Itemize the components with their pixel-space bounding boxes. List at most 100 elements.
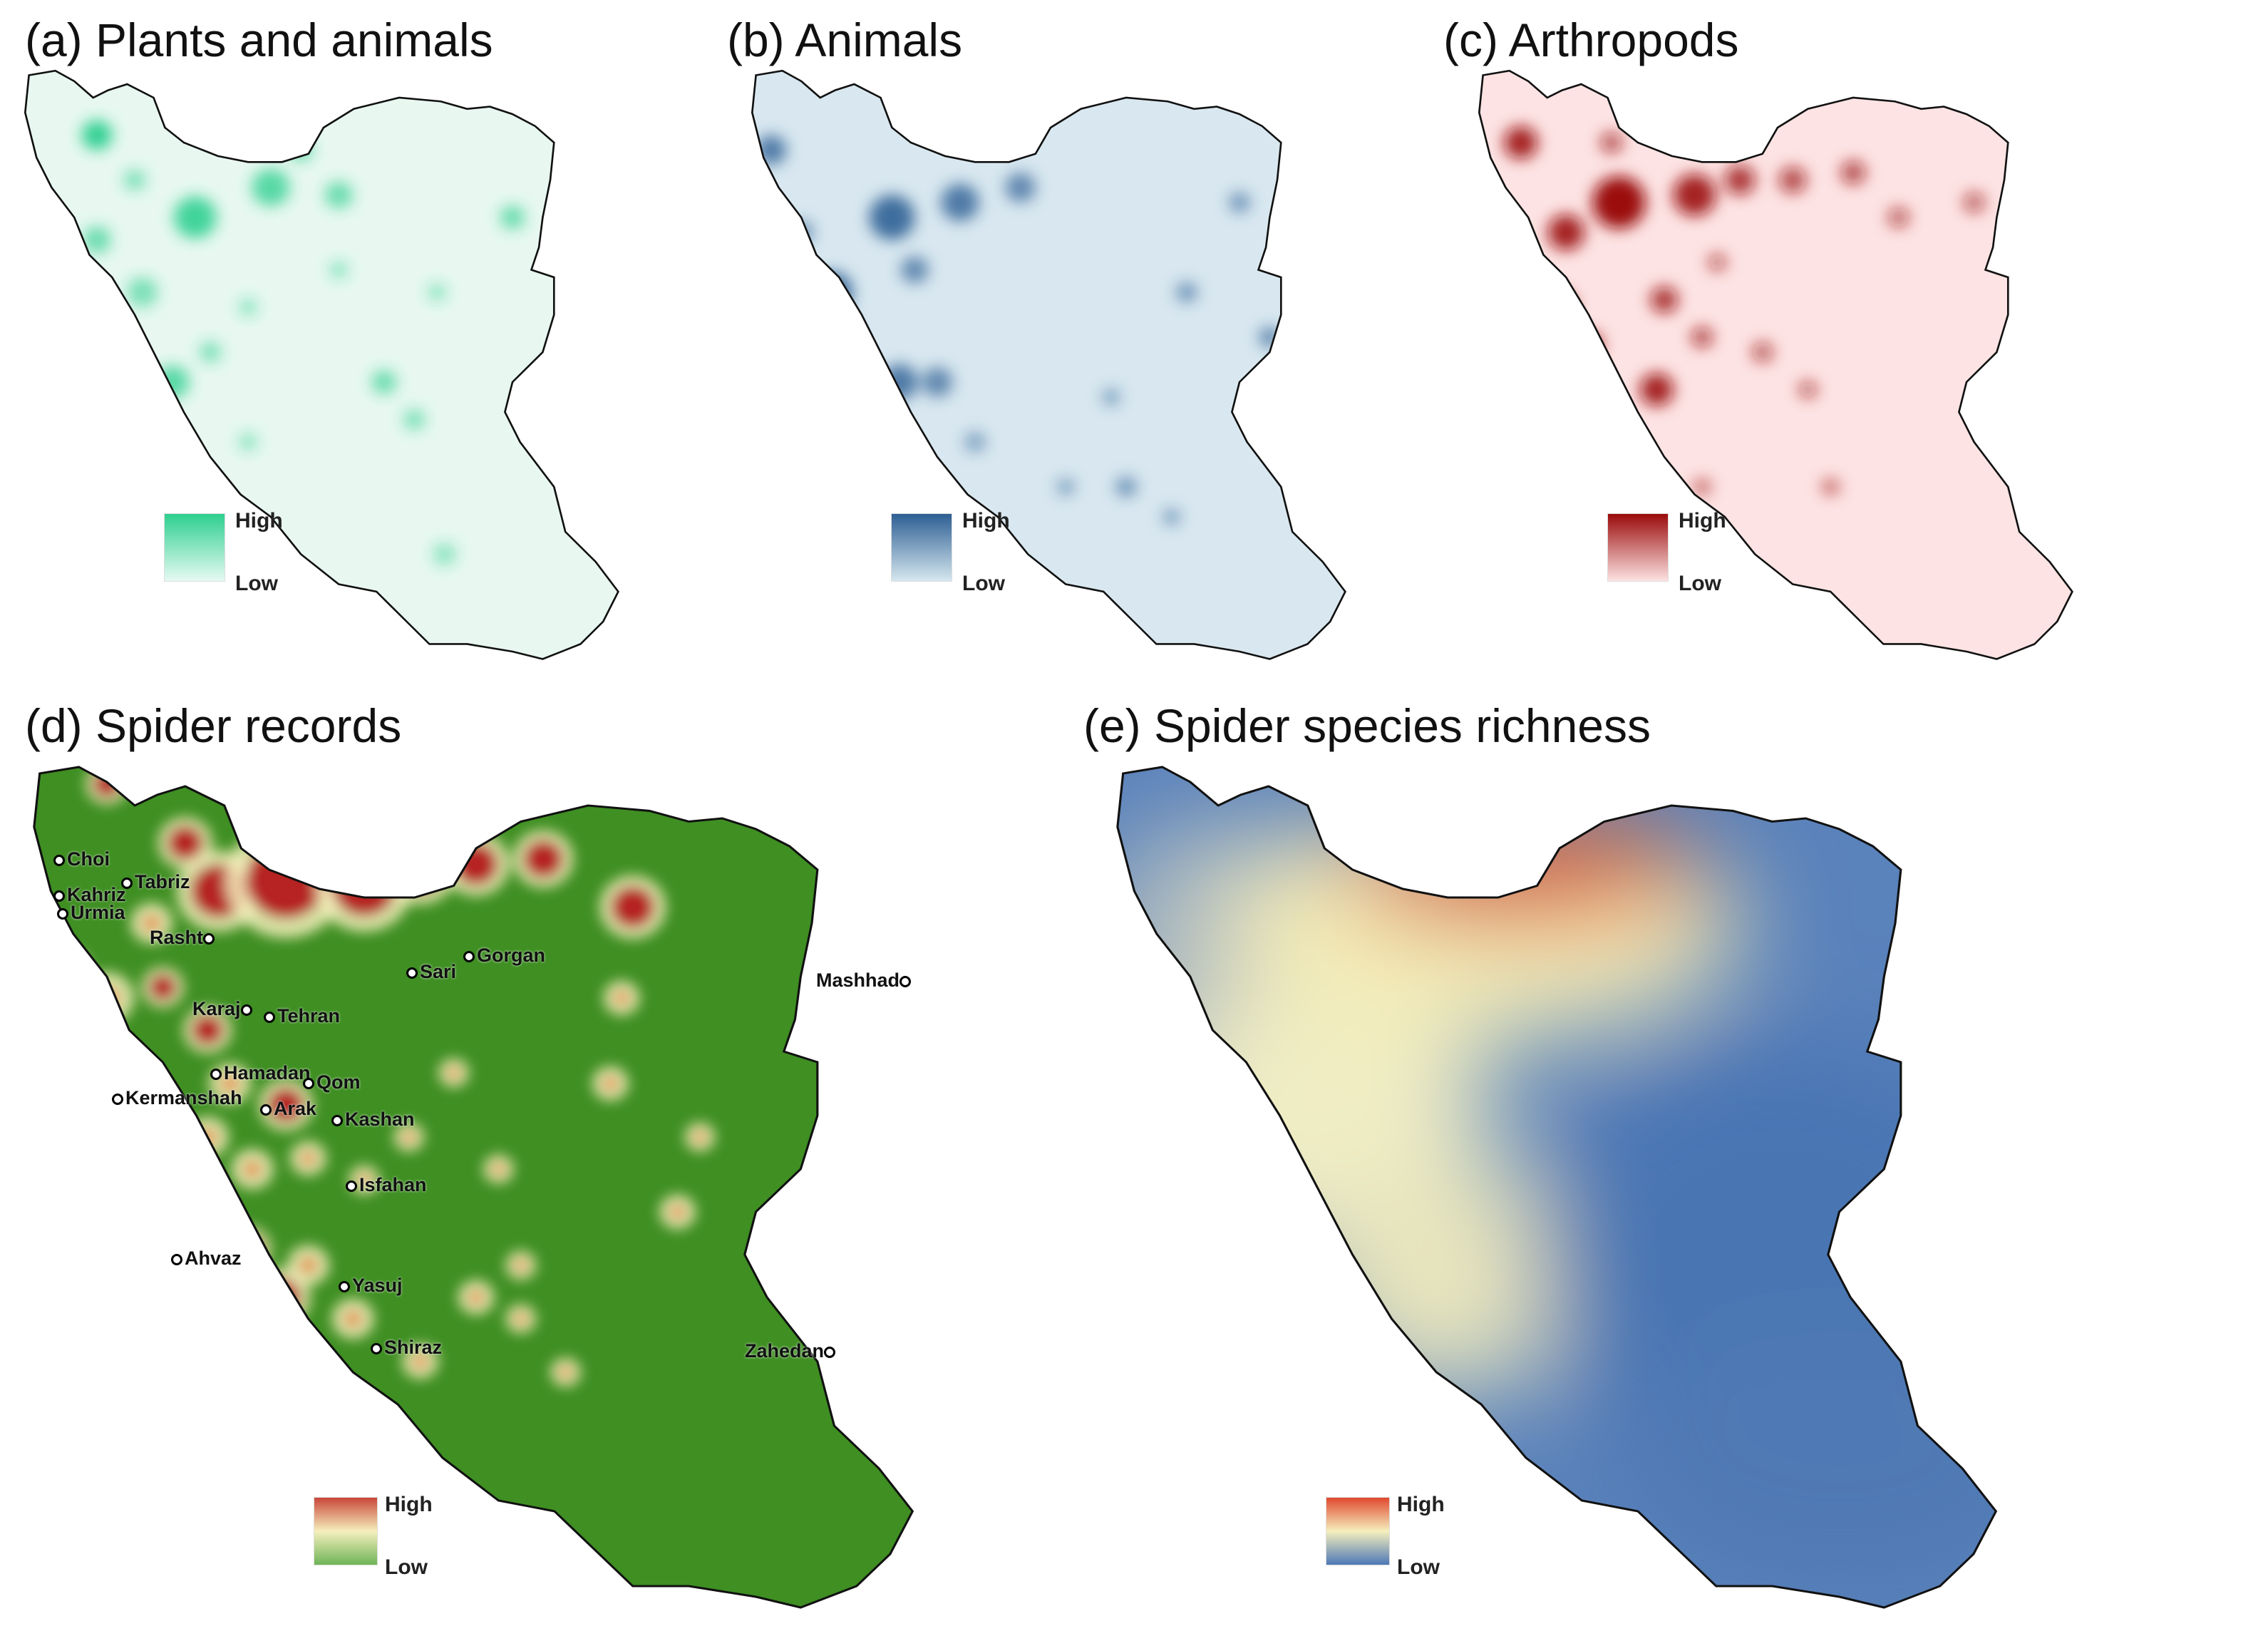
city-name: Mashhad — [816, 969, 900, 991]
panel-c-title: (c) Arthropods — [1443, 14, 1739, 66]
legend-d-gradient — [314, 1497, 378, 1565]
legend-c-gradient — [1607, 513, 1669, 582]
hotspot — [403, 408, 426, 431]
city-dot-icon — [371, 1342, 382, 1354]
hotspot-core — [613, 990, 630, 1006]
city-dot-icon — [171, 1253, 182, 1265]
hotspot — [1229, 192, 1250, 213]
hotspot-core — [220, 1074, 239, 1093]
city-name: Qom — [316, 1071, 361, 1093]
hotspot-core — [142, 914, 161, 932]
hotspot — [325, 181, 353, 209]
hotspot-core — [522, 840, 564, 878]
city-name: Arak — [274, 1098, 317, 1119]
hotspot — [239, 298, 257, 317]
city-label-qom: Qom — [303, 1071, 361, 1094]
city-label-karaj: Karaj — [192, 998, 254, 1020]
hotspot — [433, 542, 456, 566]
legend-d-high: High — [385, 1493, 433, 1516]
hotspot-core — [559, 1366, 573, 1379]
city-name: Sari — [420, 961, 457, 982]
city-name: Gorgan — [477, 945, 546, 966]
hotspot — [1751, 341, 1773, 363]
map-a — [24, 69, 619, 660]
panel-e-title: (e) Spider species richness — [1083, 699, 1651, 752]
hotspot-core — [412, 1354, 428, 1369]
hotspot-core — [242, 1160, 262, 1178]
hotspot — [1887, 207, 1909, 228]
country-outline — [24, 69, 619, 660]
city-name: Karaj — [192, 998, 241, 1019]
hotspot-core — [402, 1131, 416, 1143]
hotspot — [1102, 388, 1120, 406]
hotspot — [174, 196, 217, 239]
city-name: Shiraz — [384, 1337, 443, 1358]
panel-d-title: (d) Spider records — [25, 699, 402, 752]
hotspot — [1175, 282, 1197, 303]
map-d — [33, 766, 914, 1609]
city-name: Kahriz — [67, 884, 126, 905]
hotspot — [1693, 478, 1711, 496]
city-dot-icon — [57, 907, 68, 920]
hotspot-core — [468, 1290, 485, 1305]
city-name: Yasuj — [352, 1275, 403, 1296]
hotspot-core — [300, 1151, 316, 1166]
city-label-sari: Sari — [406, 961, 456, 983]
hotspot — [901, 256, 929, 284]
hotspot — [1504, 125, 1537, 160]
city-dot-icon — [112, 1093, 123, 1105]
panel-e: (e) Spider species richness High Low — [1083, 684, 2238, 1625]
hotspot — [200, 341, 221, 363]
city-name: Kashan — [345, 1108, 415, 1130]
city-dot-icon — [53, 890, 65, 902]
country-outline — [751, 69, 1346, 660]
legend-b-high: High — [962, 509, 1010, 533]
city-dot-icon — [346, 1180, 357, 1192]
legend-a-high: High — [235, 509, 283, 533]
hotspot-core — [299, 1256, 318, 1275]
hotspot-core — [447, 1066, 461, 1079]
hotspot — [541, 373, 560, 391]
city-name: Rasht — [150, 927, 204, 948]
hotspot — [1005, 173, 1036, 202]
hotspot — [83, 226, 111, 254]
hotspot — [1821, 478, 1840, 496]
hotspot — [756, 135, 786, 165]
panel-b-title: (b) Animals — [727, 14, 963, 66]
city-label-ahvaz: Ahvaz — [171, 1247, 242, 1270]
city-label-kashan: Kashan — [331, 1108, 415, 1131]
hotspot-core — [491, 1163, 505, 1175]
city-label-kahriz: Kahriz — [53, 884, 126, 906]
city-dot-icon — [303, 1077, 314, 1089]
city-label-urmia: Urmia — [57, 902, 125, 924]
hotspot-core — [191, 1014, 224, 1046]
hotspot-core — [357, 1173, 371, 1186]
legend-e-high: High — [1397, 1493, 1445, 1516]
city-label-shiraz: Shiraz — [371, 1337, 442, 1359]
hotspot-core — [610, 885, 655, 929]
panel-b: (b) Animals High Low — [727, 0, 1504, 670]
city-name: Zahedan — [745, 1340, 825, 1362]
legend-e-low: Low — [1397, 1555, 1440, 1579]
legend-b-gradient — [891, 513, 952, 582]
hotspot-core — [602, 1076, 619, 1091]
hotspot — [869, 195, 915, 240]
city-labels: Choi Kahriz Urmia Tabriz Rasht Sari Gorgan Mash… — [29, 763, 1148, 1618]
city-label-kermanshah: Kermanshah — [112, 1087, 242, 1109]
hotspot — [1724, 165, 1756, 195]
hotspot — [881, 364, 918, 401]
hotspot — [1708, 253, 1726, 272]
legend-c-low: Low — [1679, 572, 1721, 595]
city-label-yasuj: Yasuj — [339, 1275, 403, 1297]
legend-c-high: High — [1679, 509, 1726, 533]
city-dot-icon — [824, 1346, 836, 1358]
map-b — [751, 69, 1346, 660]
city-dot-icon — [203, 932, 215, 945]
hotspot — [1640, 373, 1674, 406]
country-fill — [25, 71, 619, 659]
city-dot-icon — [260, 1103, 272, 1116]
city-label-tabriz: Tabriz — [121, 871, 190, 893]
city-dot-icon — [264, 1011, 275, 1023]
country-outline — [1478, 69, 2073, 660]
city-name: Tabriz — [135, 871, 190, 892]
